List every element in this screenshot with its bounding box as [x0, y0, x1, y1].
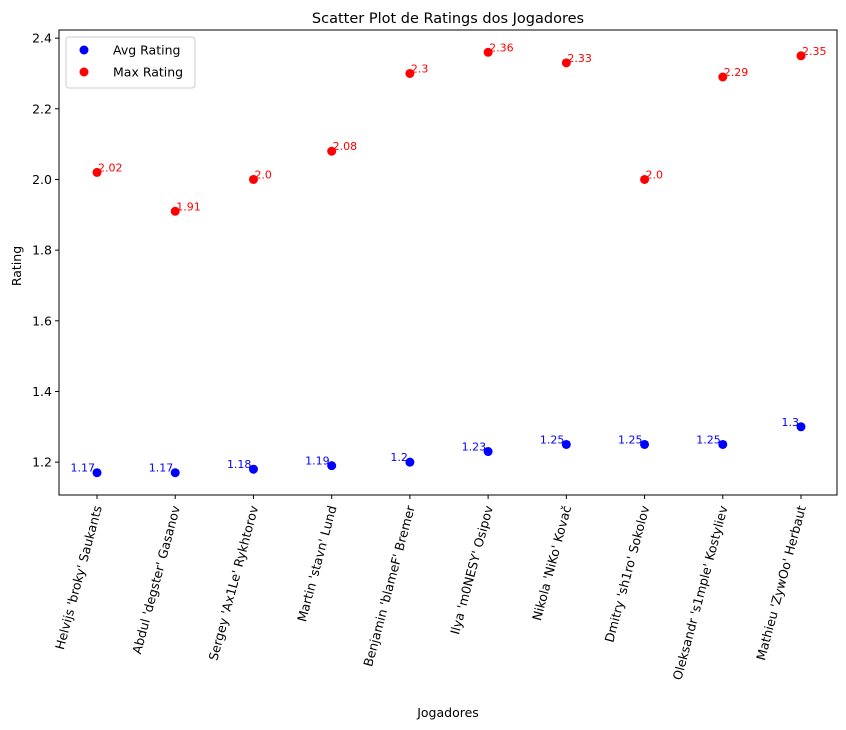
avg-rating-label: 1.25	[696, 433, 721, 446]
avg-rating-label: 1.19	[305, 455, 330, 468]
legend-avg-marker	[79, 45, 89, 55]
avg-rating-label: 1.23	[462, 441, 487, 454]
avg-rating-label: 1.18	[227, 458, 252, 471]
x-tick-label: Oleksandr 's1mple' Kostyliev	[670, 503, 731, 681]
max-rating-label: 2.35	[802, 45, 827, 58]
max-rating-point	[170, 206, 180, 216]
avg-rating-label: 1.25	[618, 433, 643, 446]
avg-rating-point	[718, 439, 728, 449]
y-tick-label: 2.4	[32, 31, 52, 46]
max-rating-label: 2.02	[98, 161, 123, 174]
avg-rating-point	[327, 461, 337, 471]
max-rating-point	[718, 72, 728, 82]
y-tick-label: 2.2	[32, 101, 52, 116]
avg-rating-point	[640, 439, 650, 449]
avg-rating-label: 1.17	[149, 462, 174, 475]
x-tick-label: Mathieu 'ZywOo' Herbaut	[753, 504, 809, 662]
avg-rating-point	[170, 468, 180, 478]
max-rating-point	[561, 58, 571, 68]
avg-rating-point	[92, 468, 102, 478]
max-rating-label: 1.91	[176, 200, 201, 213]
avg-rating-label: 1.17	[71, 462, 96, 475]
y-tick-label: 1.6	[32, 313, 52, 328]
avg-rating-point	[796, 422, 806, 432]
max-rating-label: 2.36	[489, 41, 513, 54]
max-rating-point	[248, 174, 258, 184]
avg-rating-label: 1.3	[782, 416, 800, 429]
x-tick-label: Ilya 'm0NESY' Osipov	[447, 503, 496, 636]
plot-area: 1.2 1.4 1.6 1.8 2.0 2.2 2.4 Helvijs 'broky' Sau…	[32, 29, 838, 682]
legend-avg-label: Avg Rating	[113, 43, 180, 58]
x-tick-label: Sergey 'Ax1Le' Rykhtorov	[206, 503, 262, 662]
x-axis-label: Jogadores	[416, 705, 479, 720]
max-rating-point	[640, 174, 650, 184]
max-rating-label: 2.33	[567, 52, 592, 65]
y-tick-label: 1.2	[32, 455, 52, 470]
max-rating-label: 2.3	[411, 62, 429, 75]
avg-rating-label: 1.25	[540, 433, 565, 446]
avg-rating-point	[405, 457, 415, 467]
max-rating-label: 2.0	[254, 168, 272, 181]
x-tick-label: Dmitry 'sh1ro' Sokolov	[601, 503, 652, 644]
max-rating-point	[405, 68, 415, 78]
avg-rating-point	[561, 439, 571, 449]
legend-max-marker	[79, 67, 89, 77]
legend: Avg Rating Max Rating	[65, 36, 196, 89]
x-tick-label: Benjamin 'blameF' Bremer	[360, 503, 418, 668]
max-rating-point	[796, 51, 806, 61]
avg-rating-point	[483, 447, 493, 457]
legend-box	[65, 36, 196, 89]
max-rating-point	[92, 167, 102, 177]
max-rating-label: 2.08	[333, 140, 358, 153]
x-tick-label: Nikola 'NiKo' Kovač	[529, 504, 574, 622]
chart-title: Scatter Plot de Ratings dos Jogadores	[312, 11, 584, 27]
avg-rating-label: 1.2	[390, 451, 408, 464]
max-rating-label: 2.29	[724, 66, 749, 79]
y-tick-label: 1.4	[32, 384, 52, 399]
axes-frame	[58, 29, 838, 496]
avg-rating-point	[248, 464, 258, 474]
max-rating-label: 2.0	[646, 168, 664, 181]
y-axis-label: Rating	[9, 246, 24, 286]
y-tick-label: 1.8	[32, 243, 52, 258]
y-tick-label: 2.0	[32, 172, 52, 187]
x-tick-label: Martin 'stavn' Lund	[294, 504, 339, 623]
x-tick-label: Helvijs 'broky' Saukants	[52, 504, 105, 651]
max-rating-point	[483, 47, 493, 57]
legend-max-label: Max Rating	[113, 65, 183, 80]
x-tick-label: Abdul 'degster' Gasanov	[129, 503, 183, 655]
max-rating-point	[327, 146, 337, 156]
